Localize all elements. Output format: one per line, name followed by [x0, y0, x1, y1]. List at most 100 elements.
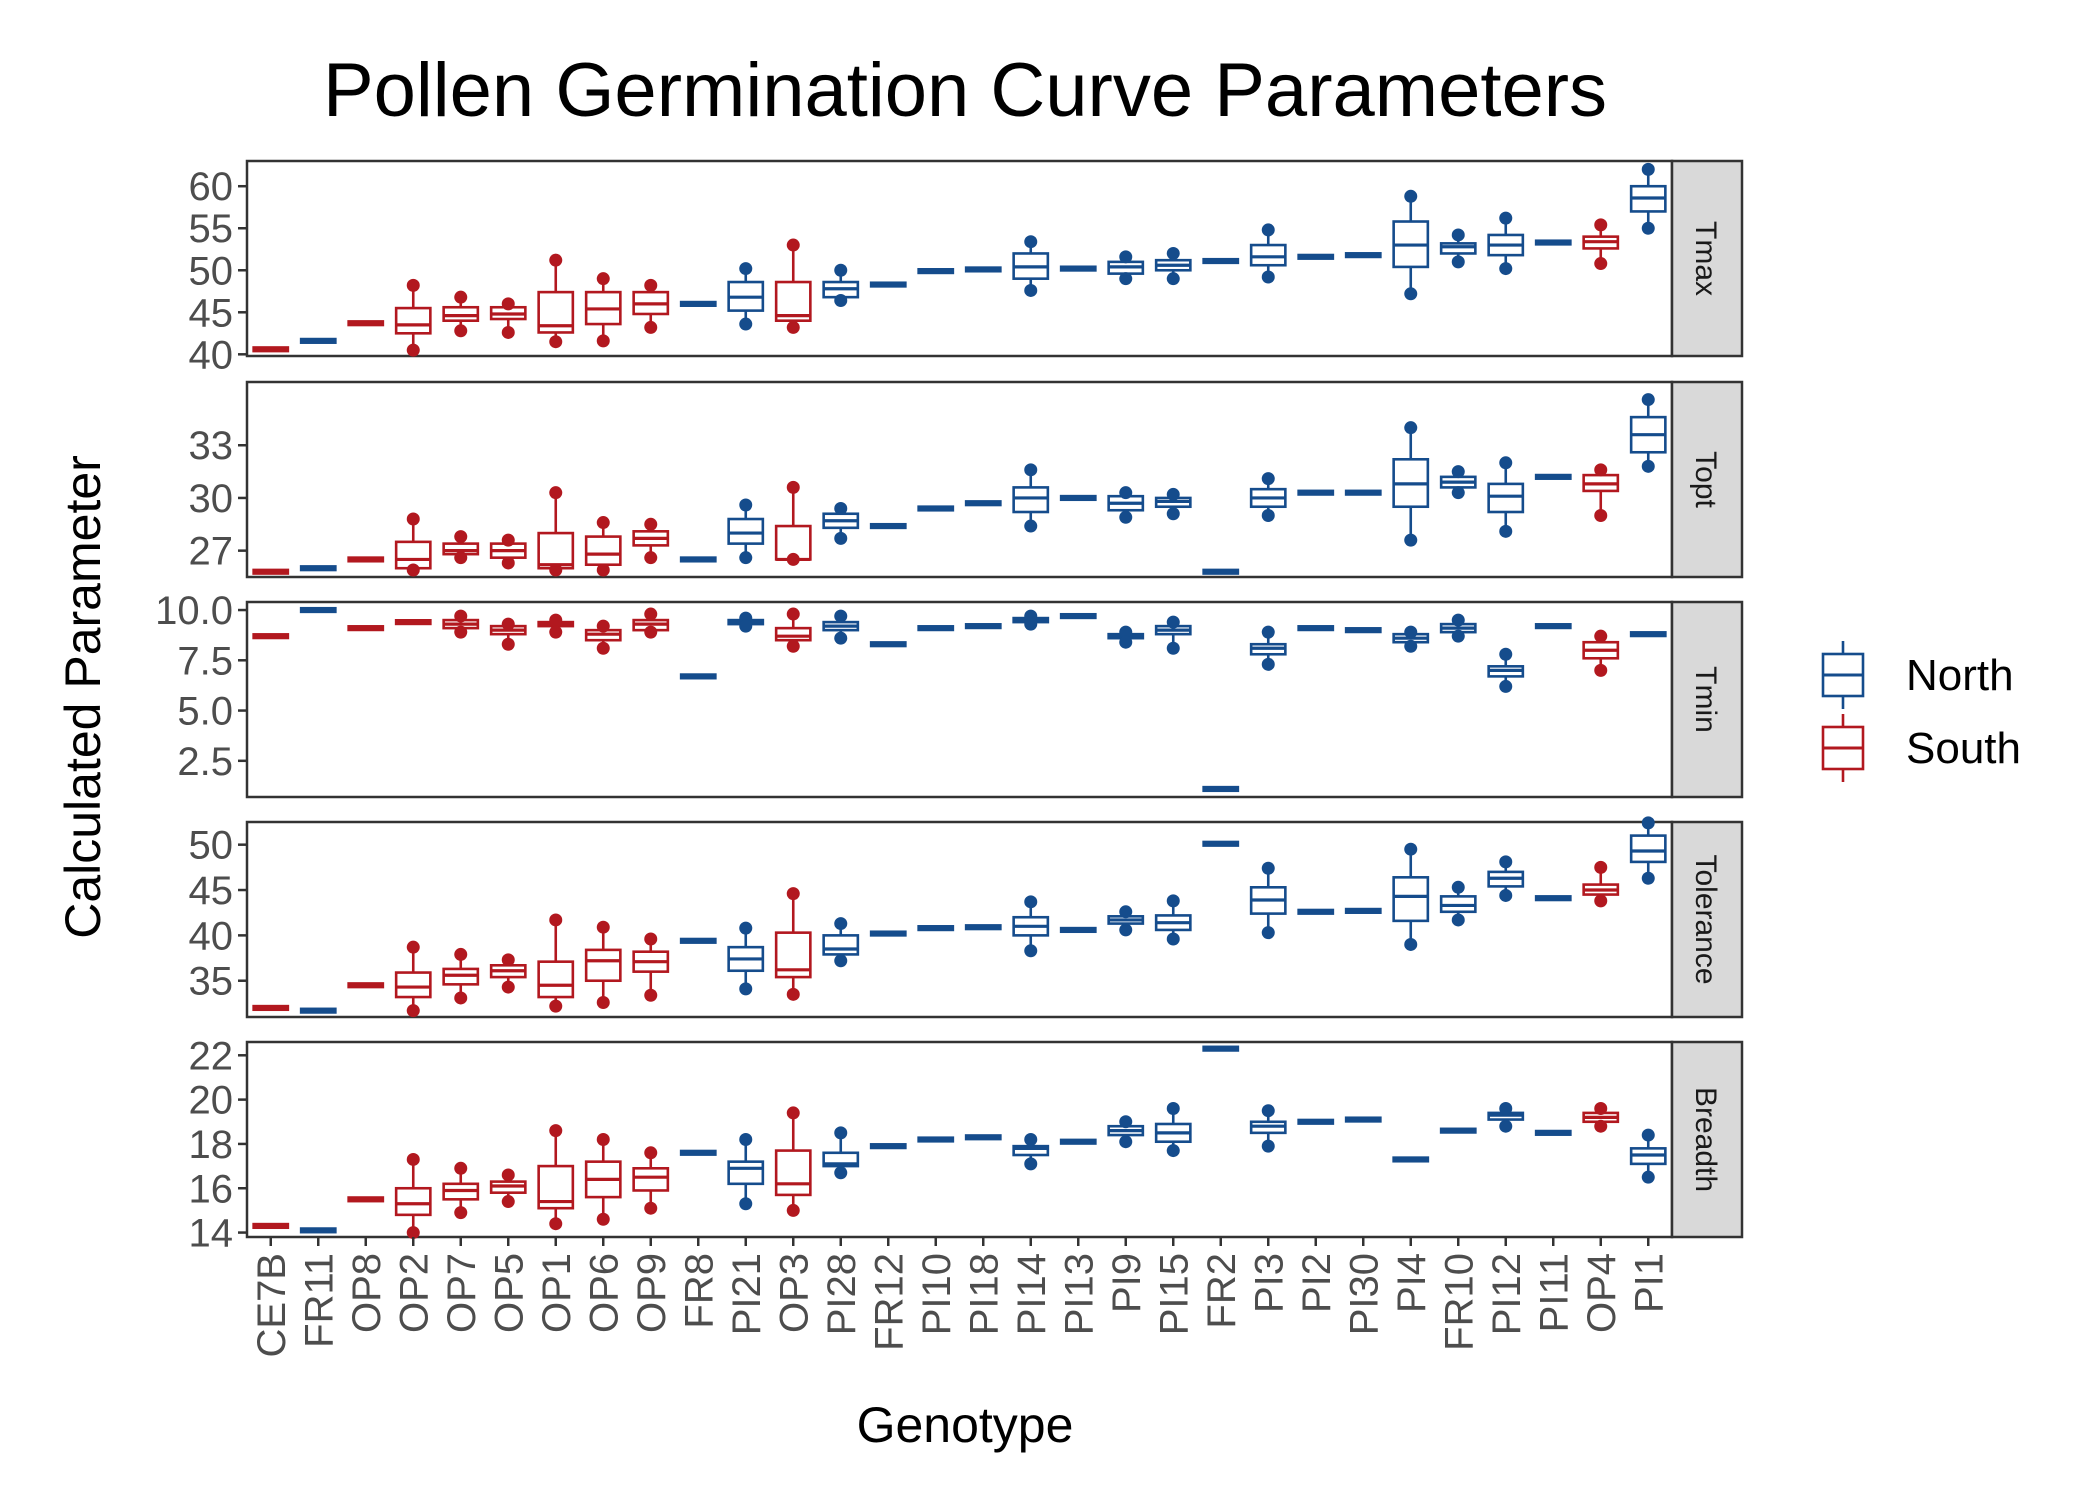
- outlier-point: [1594, 860, 1608, 874]
- outlier-point: [834, 631, 848, 645]
- outlier-point: [1499, 262, 1513, 276]
- box-pi30: [1344, 489, 1382, 496]
- outlier-point: [786, 987, 800, 1001]
- box-pi3: [1249, 223, 1287, 284]
- outlier-point: [644, 320, 658, 334]
- box-fr12: [869, 1143, 907, 1150]
- x-tick-label: PI30: [1342, 1253, 1386, 1335]
- box-op9: [632, 517, 670, 565]
- outlier-point: [549, 1217, 563, 1231]
- x-tick-label: OP6: [582, 1253, 626, 1333]
- outlier-point: [644, 1201, 658, 1215]
- box-op4: [1582, 860, 1620, 908]
- box-iqr: [1487, 482, 1525, 514]
- box-op8: [347, 625, 385, 632]
- x-tick-label: OP8: [345, 1253, 389, 1333]
- box-fr2: [1202, 568, 1240, 575]
- box-op7: [442, 530, 480, 565]
- box-iqr: [1629, 834, 1667, 864]
- y-tick-label: 33: [189, 424, 234, 468]
- x-tick-label: PI18: [962, 1253, 1006, 1335]
- y-tick-label: 2.5: [177, 740, 233, 784]
- outlier-point: [549, 563, 563, 577]
- outlier-point: [1024, 944, 1038, 958]
- outlier-point: [406, 940, 420, 954]
- box-op3: [774, 887, 812, 1001]
- x-axis-label: Genotype: [857, 1397, 1074, 1453]
- x-tick-label: FR8: [677, 1253, 721, 1329]
- box-fr8: [679, 1149, 717, 1156]
- box-pi4: [1392, 421, 1430, 547]
- y-tick-label: 16: [189, 1167, 234, 1211]
- outlier-point: [596, 334, 610, 348]
- outlier-point: [1594, 629, 1608, 643]
- outlier-point: [786, 552, 800, 566]
- x-tick-label: OP4: [1580, 1253, 1624, 1333]
- y-tick-label: 18: [189, 1123, 234, 1167]
- outlier-point: [1024, 463, 1038, 477]
- outlier-point: [1641, 393, 1655, 407]
- outlier-point: [454, 324, 468, 338]
- outlier-point: [501, 556, 515, 570]
- outlier-point: [406, 278, 420, 292]
- outlier-point: [1404, 639, 1418, 653]
- outlier-point: [549, 1124, 563, 1138]
- outlier-point: [739, 317, 753, 331]
- outlier-point: [786, 607, 800, 621]
- box-pi14: [1012, 463, 1050, 533]
- box-pi4: [1392, 1156, 1430, 1163]
- y-tick-label: 22: [189, 1034, 234, 1078]
- box-pi18: [964, 1134, 1002, 1141]
- outlier-point: [1641, 871, 1655, 885]
- outlier-point: [739, 1197, 753, 1211]
- box-pi9: [1107, 1115, 1145, 1149]
- outlier-point: [739, 498, 753, 512]
- x-tick-label: PI12: [1485, 1253, 1529, 1335]
- box-iqr: [1392, 876, 1430, 923]
- outlier-point: [1451, 255, 1465, 269]
- outlier-point: [644, 551, 658, 565]
- outlier-point: [1499, 1119, 1513, 1133]
- outlier-point: [1641, 162, 1655, 176]
- x-tick-label: PI10: [915, 1253, 959, 1335]
- box-op7: [442, 947, 480, 1005]
- x-tick-label: PI3: [1247, 1253, 1291, 1313]
- outlier-point: [1261, 625, 1275, 639]
- box-pi21: [727, 262, 765, 331]
- box-pi13: [1059, 494, 1097, 502]
- box-pi21: [727, 611, 765, 633]
- box-op1: [537, 613, 575, 639]
- outlier-point: [454, 625, 468, 639]
- legend-label: North: [1906, 651, 2014, 700]
- x-tick-label: OP5: [487, 1253, 531, 1333]
- facet-strip-label: Breadth: [1689, 1087, 1722, 1192]
- box-op5: [489, 617, 527, 651]
- box-op2: [394, 512, 432, 577]
- facet-strip-label: Tmin: [1689, 666, 1722, 733]
- outlier-point: [834, 1126, 848, 1140]
- box-pi15: [1154, 1101, 1192, 1158]
- outlier-point: [1261, 657, 1275, 671]
- box-pi28: [822, 501, 860, 545]
- outlier-point: [406, 343, 420, 357]
- x-tick-label: PI13: [1057, 1253, 1101, 1335]
- outlier-point: [501, 980, 515, 994]
- box-ce7b: [252, 1004, 290, 1012]
- outlier-point: [1594, 218, 1608, 232]
- outlier-point: [406, 563, 420, 577]
- box-fr10: [1439, 228, 1477, 269]
- box-op6: [584, 920, 622, 1009]
- box-pi18: [964, 924, 1002, 931]
- outlier-point: [739, 551, 753, 565]
- outlier-point: [1641, 1170, 1655, 1184]
- box-iqr: [774, 626, 812, 642]
- outlier-point: [834, 294, 848, 308]
- box-pi28: [822, 263, 860, 308]
- outlier-point: [739, 921, 753, 935]
- outlier-point: [1451, 465, 1465, 479]
- y-tick-label: 30: [189, 477, 234, 521]
- outlier-point: [1499, 456, 1513, 470]
- outlier-point: [1594, 509, 1608, 523]
